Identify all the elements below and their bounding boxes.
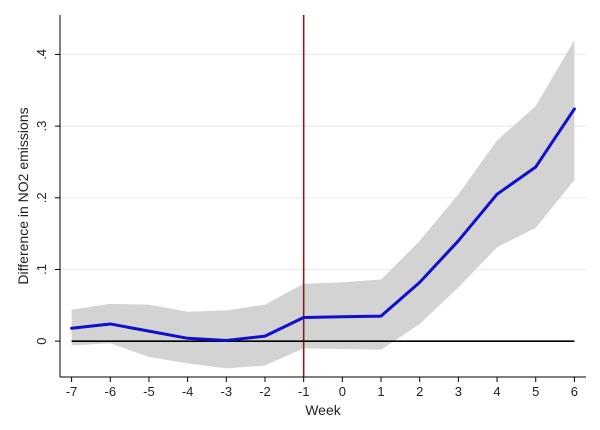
x-tick-label: 3 bbox=[455, 384, 462, 399]
y-tick-label: 0 bbox=[34, 338, 49, 345]
y-axis-ticks: 0 .1 .2 .3 .4 bbox=[34, 49, 60, 345]
y-tick-label: .4 bbox=[34, 49, 49, 60]
axes bbox=[59, 15, 586, 378]
x-axis-title: Week bbox=[305, 402, 342, 418]
x-tick-label: 6 bbox=[571, 384, 578, 399]
x-tick-label: -4 bbox=[182, 384, 194, 399]
x-tick-label: 2 bbox=[416, 384, 423, 399]
y-tick-label: .2 bbox=[34, 192, 49, 203]
confidence-band-group bbox=[71, 40, 575, 369]
x-axis-ticks: -7 -6 -5 -4 -3 -2 -1 0 1 2 3 4 5 6 bbox=[66, 377, 578, 399]
x-tick-label: -2 bbox=[259, 384, 271, 399]
x-tick-label: -7 bbox=[66, 384, 78, 399]
x-tick-label: 4 bbox=[493, 384, 500, 399]
x-tick-label: -1 bbox=[298, 384, 310, 399]
y-tick-label: .1 bbox=[34, 264, 49, 275]
x-tick-label: 0 bbox=[339, 384, 346, 399]
series-line bbox=[70, 107, 576, 342]
x-tick-label: -3 bbox=[221, 384, 233, 399]
x-tick-label: 5 bbox=[532, 384, 539, 399]
confidence-band bbox=[71, 40, 575, 369]
series-line-group bbox=[70, 107, 576, 342]
y-tick-label: .3 bbox=[34, 121, 49, 132]
x-tick-label: -6 bbox=[104, 384, 116, 399]
x-tick-label: -5 bbox=[143, 384, 155, 399]
x-tick-label: 1 bbox=[377, 384, 384, 399]
y-axis-title: Difference in NO2 emissions bbox=[15, 107, 31, 284]
